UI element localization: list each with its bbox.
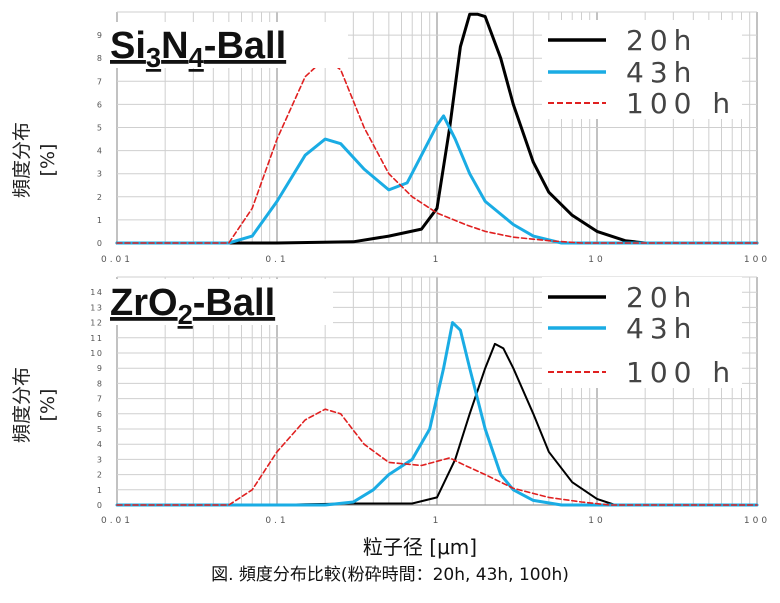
x-tick-label: 0.01: [101, 255, 133, 265]
y-tick-label: 1 4: [90, 288, 102, 297]
x-tick-label: 10: [588, 516, 605, 526]
x-tick-label: 0.1: [265, 255, 288, 265]
y-axis-label: 頻度分布: [11, 122, 33, 198]
y-tick-label: 4: [97, 147, 102, 156]
y-tick-label: 3: [97, 455, 102, 464]
y-tick-label: 8: [97, 379, 102, 388]
title-background: [108, 279, 333, 325]
y-tick-label: 1 1: [90, 334, 102, 343]
y-tick-label: 2: [97, 471, 102, 480]
x-tick-label: 1: [433, 516, 442, 526]
y-tick-label: 6: [97, 410, 102, 419]
x-axis-label: 粒子径 [μm]: [363, 535, 477, 559]
y-tick-label: 8: [97, 54, 102, 63]
chart-title: ZrO2-Ball: [110, 282, 275, 330]
x-tick-label: 0.01: [101, 516, 133, 526]
y-tick-label: 5: [97, 425, 102, 434]
series-line-43h: [115, 321, 759, 507]
y-tick-label: 6: [97, 100, 102, 109]
legend-label: 20h: [626, 281, 697, 314]
y-tick-label: 1 0: [90, 349, 102, 358]
y-tick-label: 1 3: [90, 303, 102, 312]
y-tick-label: 0: [97, 239, 102, 248]
y-axis-label: 頻度分布: [11, 367, 33, 443]
legend-label: 43h: [626, 56, 697, 89]
chart-title: Si3N4-Ball: [110, 25, 286, 73]
y-tick-label: 1: [97, 216, 102, 225]
y-tick-label: 1 2: [90, 319, 102, 328]
series-line-100h: [116, 57, 758, 244]
series-line-100h: [116, 408, 758, 506]
y-tick-label: 9: [97, 364, 102, 373]
x-tick-label: 100: [744, 516, 770, 526]
y-tick-label: 2: [97, 193, 102, 202]
y-tick-label: 1: [97, 486, 102, 495]
legend-label: 20h: [626, 24, 697, 57]
legend-label: 100 h: [626, 87, 736, 120]
legend-label: 100 h: [626, 356, 736, 389]
y-tick-label: 9: [97, 31, 102, 40]
x-tick-label: 0.1: [265, 516, 288, 526]
y-axis-unit: [%]: [37, 144, 59, 177]
series-line-20h: [115, 12, 759, 245]
y-tick-label: 4: [97, 440, 102, 449]
y-tick-label: 7: [97, 77, 102, 86]
y-tick-label: 5: [97, 124, 102, 133]
y-tick-label: 3: [97, 170, 102, 179]
chart-si3n4: 0 1 2 3 4 5 6 7 8 9 0.01 0.1 1 10 100 頻度分布 [%] Si3N4-Ball…: [11, 11, 770, 265]
x-tick-label: 100: [744, 255, 770, 265]
y-axis-unit: [%]: [37, 389, 59, 422]
figure-caption: 図. 頻度分布比較(粉砕時間：20h, 43h, 100h): [211, 565, 569, 585]
series-line-43h: [115, 114, 759, 245]
legend-label: 43h: [626, 312, 697, 345]
title-background: [108, 22, 348, 68]
y-tick-label: 0: [97, 501, 102, 510]
y-tick-label: 7: [97, 395, 102, 404]
x-tick-label: 1: [433, 255, 442, 265]
x-tick-label: 10: [588, 255, 605, 265]
